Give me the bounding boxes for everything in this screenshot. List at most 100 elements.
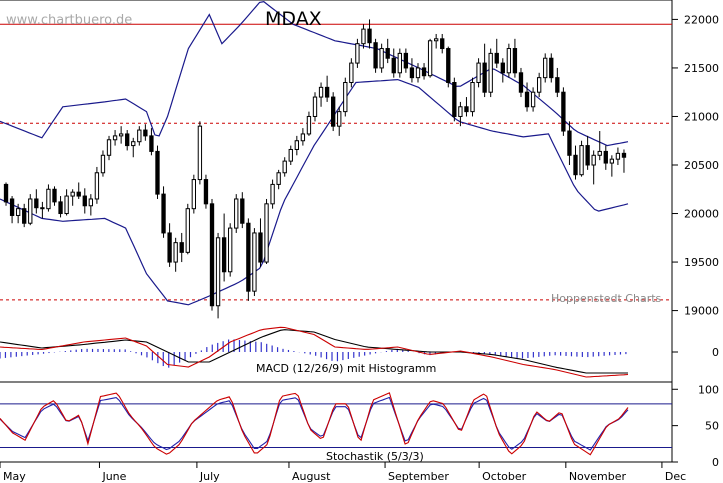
candle-body: [452, 82, 457, 117]
candle-body: [470, 82, 475, 113]
candle-body: [506, 48, 512, 74]
candle-body: [58, 201, 63, 215]
candle-body: [22, 208, 27, 224]
candle-body: [179, 242, 184, 253]
candle-body: [312, 96, 318, 117]
candle-body: [446, 48, 451, 83]
candle-body: [361, 28, 366, 45]
candle-body: [64, 195, 69, 215]
watermark: www.chartbuero.de: [6, 13, 132, 28]
candle-body: [106, 139, 112, 156]
candle-body: [240, 198, 245, 224]
candle-body: [621, 152, 627, 158]
candle-body: [28, 198, 33, 224]
stochastic-d-line: [0, 396, 629, 451]
candle-body: [318, 86, 324, 98]
candle-body: [597, 150, 602, 156]
candle-body: [112, 135, 118, 141]
candle-body: [615, 152, 621, 160]
candle-body: [524, 91, 530, 108]
candle-body: [288, 148, 293, 162]
macd-signal-line: [0, 329, 628, 374]
candle-body: [397, 52, 402, 74]
candle-body: [512, 48, 518, 74]
price-y-tick-label: 20000: [684, 208, 719, 221]
candle-body: [543, 57, 548, 79]
candle-body: [440, 38, 445, 50]
candle-body: [403, 52, 409, 69]
candle-body: [349, 62, 354, 83]
candle-body: [82, 195, 87, 207]
candle-body: [433, 38, 439, 42]
candle-body: [609, 158, 615, 164]
candle-body: [536, 77, 542, 93]
stochastic-y-tick-label: 50: [705, 420, 719, 433]
candle-body: [276, 172, 281, 185]
candle-body: [88, 198, 94, 207]
candle-body: [76, 191, 81, 197]
candle-body: [579, 145, 584, 176]
stochastic-y-tick-label: 0: [712, 456, 719, 469]
candle-body: [343, 82, 348, 113]
candle-body: [125, 133, 130, 147]
candle-body: [197, 125, 203, 181]
candle-body: [331, 96, 336, 127]
candle-body: [300, 133, 306, 142]
macd-panel: [0, 326, 629, 378]
candle-body: [355, 43, 360, 64]
candle-body: [270, 183, 275, 205]
candle-body: [155, 150, 160, 195]
candle-body: [482, 62, 487, 93]
candle-body: [118, 133, 124, 137]
stochastic-panel: [0, 392, 672, 456]
candle-body: [131, 141, 136, 147]
candle-body: [9, 198, 15, 216]
candle-body: [530, 91, 536, 108]
candle-body: [458, 106, 463, 117]
chart-title: MDAX: [265, 8, 322, 30]
candle-body: [555, 77, 560, 93]
candle-body: [173, 242, 178, 263]
candle-body: [385, 48, 390, 59]
candle-body: [215, 237, 221, 307]
candle-body: [367, 28, 372, 44]
candle-body: [161, 193, 166, 234]
source-label: Hoppenstedt Charts: [551, 292, 662, 305]
candle-body: [282, 160, 287, 174]
price-y-tick-label: 21000: [684, 110, 719, 123]
bollinger-lower-band: [0, 78, 629, 306]
candle-body: [46, 188, 51, 210]
x-tick-label: August: [292, 470, 331, 483]
stochastic-label: Stochastik (5/3/3): [326, 450, 424, 463]
candle-body: [258, 232, 263, 263]
candle-body: [603, 150, 608, 164]
candle-body: [40, 207, 45, 210]
candle-body: [52, 188, 57, 203]
x-tick-label: November: [569, 470, 627, 483]
candle-body: [373, 42, 378, 69]
candle-body: [409, 67, 415, 79]
price-y-tick-label: 20500: [684, 159, 719, 172]
price-y-tick-label: 21500: [684, 62, 719, 75]
candle-body: [306, 115, 312, 135]
x-tick-label: July: [199, 470, 220, 483]
candle-body: [15, 208, 21, 216]
candle-body: [391, 57, 396, 74]
candle-body: [567, 130, 572, 156]
candle-body: [246, 222, 251, 292]
candle-body: [379, 48, 384, 69]
candle-body: [294, 140, 299, 150]
candle-body: [488, 52, 493, 93]
candle-body: [137, 129, 142, 143]
candle-body: [500, 62, 505, 74]
x-axis: May June July August September October Novembe…: [0, 462, 686, 483]
candle-body: [209, 203, 215, 307]
candle-body: [221, 237, 227, 273]
candle-body: [549, 57, 554, 79]
candle-body: [100, 154, 106, 174]
candle-body: [149, 135, 154, 152]
x-tick-label: October: [482, 470, 526, 483]
macd-label: MACD (12/26/9) mit Histogramm: [256, 362, 436, 375]
